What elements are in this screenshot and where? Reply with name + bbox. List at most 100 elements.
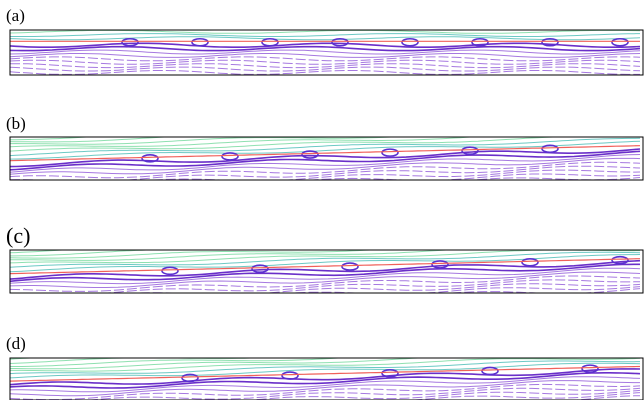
contour-line <box>10 59 641 65</box>
contour-line <box>10 137 641 157</box>
contour-loop <box>541 37 559 47</box>
contour-line <box>10 42 641 48</box>
panel-label: (b) <box>6 114 26 133</box>
panel-label: (c) <box>6 223 30 248</box>
contour-line <box>10 33 641 37</box>
contour-line <box>10 250 457 261</box>
contour-line <box>10 271 641 288</box>
contour-line <box>85 387 641 400</box>
contour-line <box>10 24 640 27</box>
contour-line <box>147 169 641 180</box>
contour-line <box>10 11 640 14</box>
contour-line <box>10 21 640 24</box>
separator-line <box>10 365 641 382</box>
contour-line <box>10 358 431 370</box>
contour-line <box>10 157 641 175</box>
contour-line <box>10 70 640 75</box>
contour-line <box>10 137 14 138</box>
contour-line <box>10 383 641 400</box>
contour-line <box>10 368 641 386</box>
contour-loop <box>431 260 449 269</box>
contour-line <box>10 36 641 41</box>
contour-line <box>10 231 640 244</box>
panel-frame <box>9 357 644 400</box>
panel-frame <box>9 136 644 181</box>
contour-line <box>247 389 641 400</box>
contour-line <box>287 286 641 293</box>
contour-line <box>10 148 641 168</box>
contour-line <box>446 288 641 293</box>
contour-line <box>10 137 480 148</box>
contour-line <box>10 117 640 133</box>
contour-line <box>468 177 641 180</box>
contour-panel <box>10 11 641 75</box>
contour-loop <box>331 37 349 47</box>
contour-panel <box>10 117 641 180</box>
contour-line <box>128 283 641 293</box>
contour-loop <box>301 150 319 159</box>
contour-line <box>10 53 641 58</box>
contour-loop <box>611 37 629 47</box>
contour-line <box>10 165 641 180</box>
contour-line <box>10 342 640 355</box>
contour-line <box>10 161 641 179</box>
panel-frame <box>9 29 644 76</box>
contour-loop <box>381 368 399 378</box>
contour-loop <box>281 371 299 380</box>
contour-loop <box>521 257 539 267</box>
contour-panel <box>10 231 641 293</box>
contour-line <box>101 279 641 293</box>
contour-line <box>10 360 641 375</box>
contour-line <box>10 267 641 285</box>
contour-loop <box>481 366 499 376</box>
contour-loop <box>381 148 399 157</box>
contour-line <box>10 358 641 372</box>
contour-loop <box>541 144 559 154</box>
panel-frame <box>9 249 644 294</box>
contour-loop <box>261 37 279 47</box>
contour-line <box>10 137 402 145</box>
contour-line <box>10 263 640 283</box>
contour-line <box>10 150 641 171</box>
contour-loop <box>141 154 159 163</box>
contour-line <box>10 137 569 152</box>
contour-line <box>10 49 641 55</box>
contour-line <box>10 137 176 143</box>
contour-line <box>10 154 641 173</box>
contour-line <box>285 392 641 400</box>
contour-line <box>10 45 641 52</box>
contour-line <box>10 358 39 360</box>
contour-line <box>10 372 641 389</box>
panel-label: (a) <box>6 6 25 25</box>
contour-line <box>10 14 640 17</box>
contour-loop <box>251 264 269 274</box>
contour-line <box>10 254 641 273</box>
contour-line <box>10 358 348 367</box>
contour-line <box>10 18 640 21</box>
panel-label: (d) <box>6 334 26 353</box>
contour-loop <box>581 364 599 373</box>
contour-line <box>10 362 641 379</box>
contour-line <box>307 173 641 180</box>
contour-line <box>10 251 641 268</box>
contour-loop <box>181 373 199 383</box>
contour-loop <box>221 152 239 161</box>
contour-line <box>10 380 640 397</box>
contour-line <box>10 250 378 259</box>
contour-loop <box>191 37 209 47</box>
contour-line <box>10 259 641 280</box>
contour-loop <box>461 146 479 156</box>
contour-line <box>10 376 641 393</box>
contour-line <box>10 66 641 72</box>
contour-line <box>10 140 641 160</box>
contour-line <box>10 63 641 69</box>
contour-line <box>10 250 290 257</box>
contour-panel <box>10 339 641 400</box>
contour-line <box>10 30 641 34</box>
contour-line <box>10 339 640 351</box>
contour-loop <box>611 255 629 265</box>
contour-line <box>10 233 640 249</box>
separator-line <box>10 145 641 162</box>
contour-line <box>10 275 641 292</box>
